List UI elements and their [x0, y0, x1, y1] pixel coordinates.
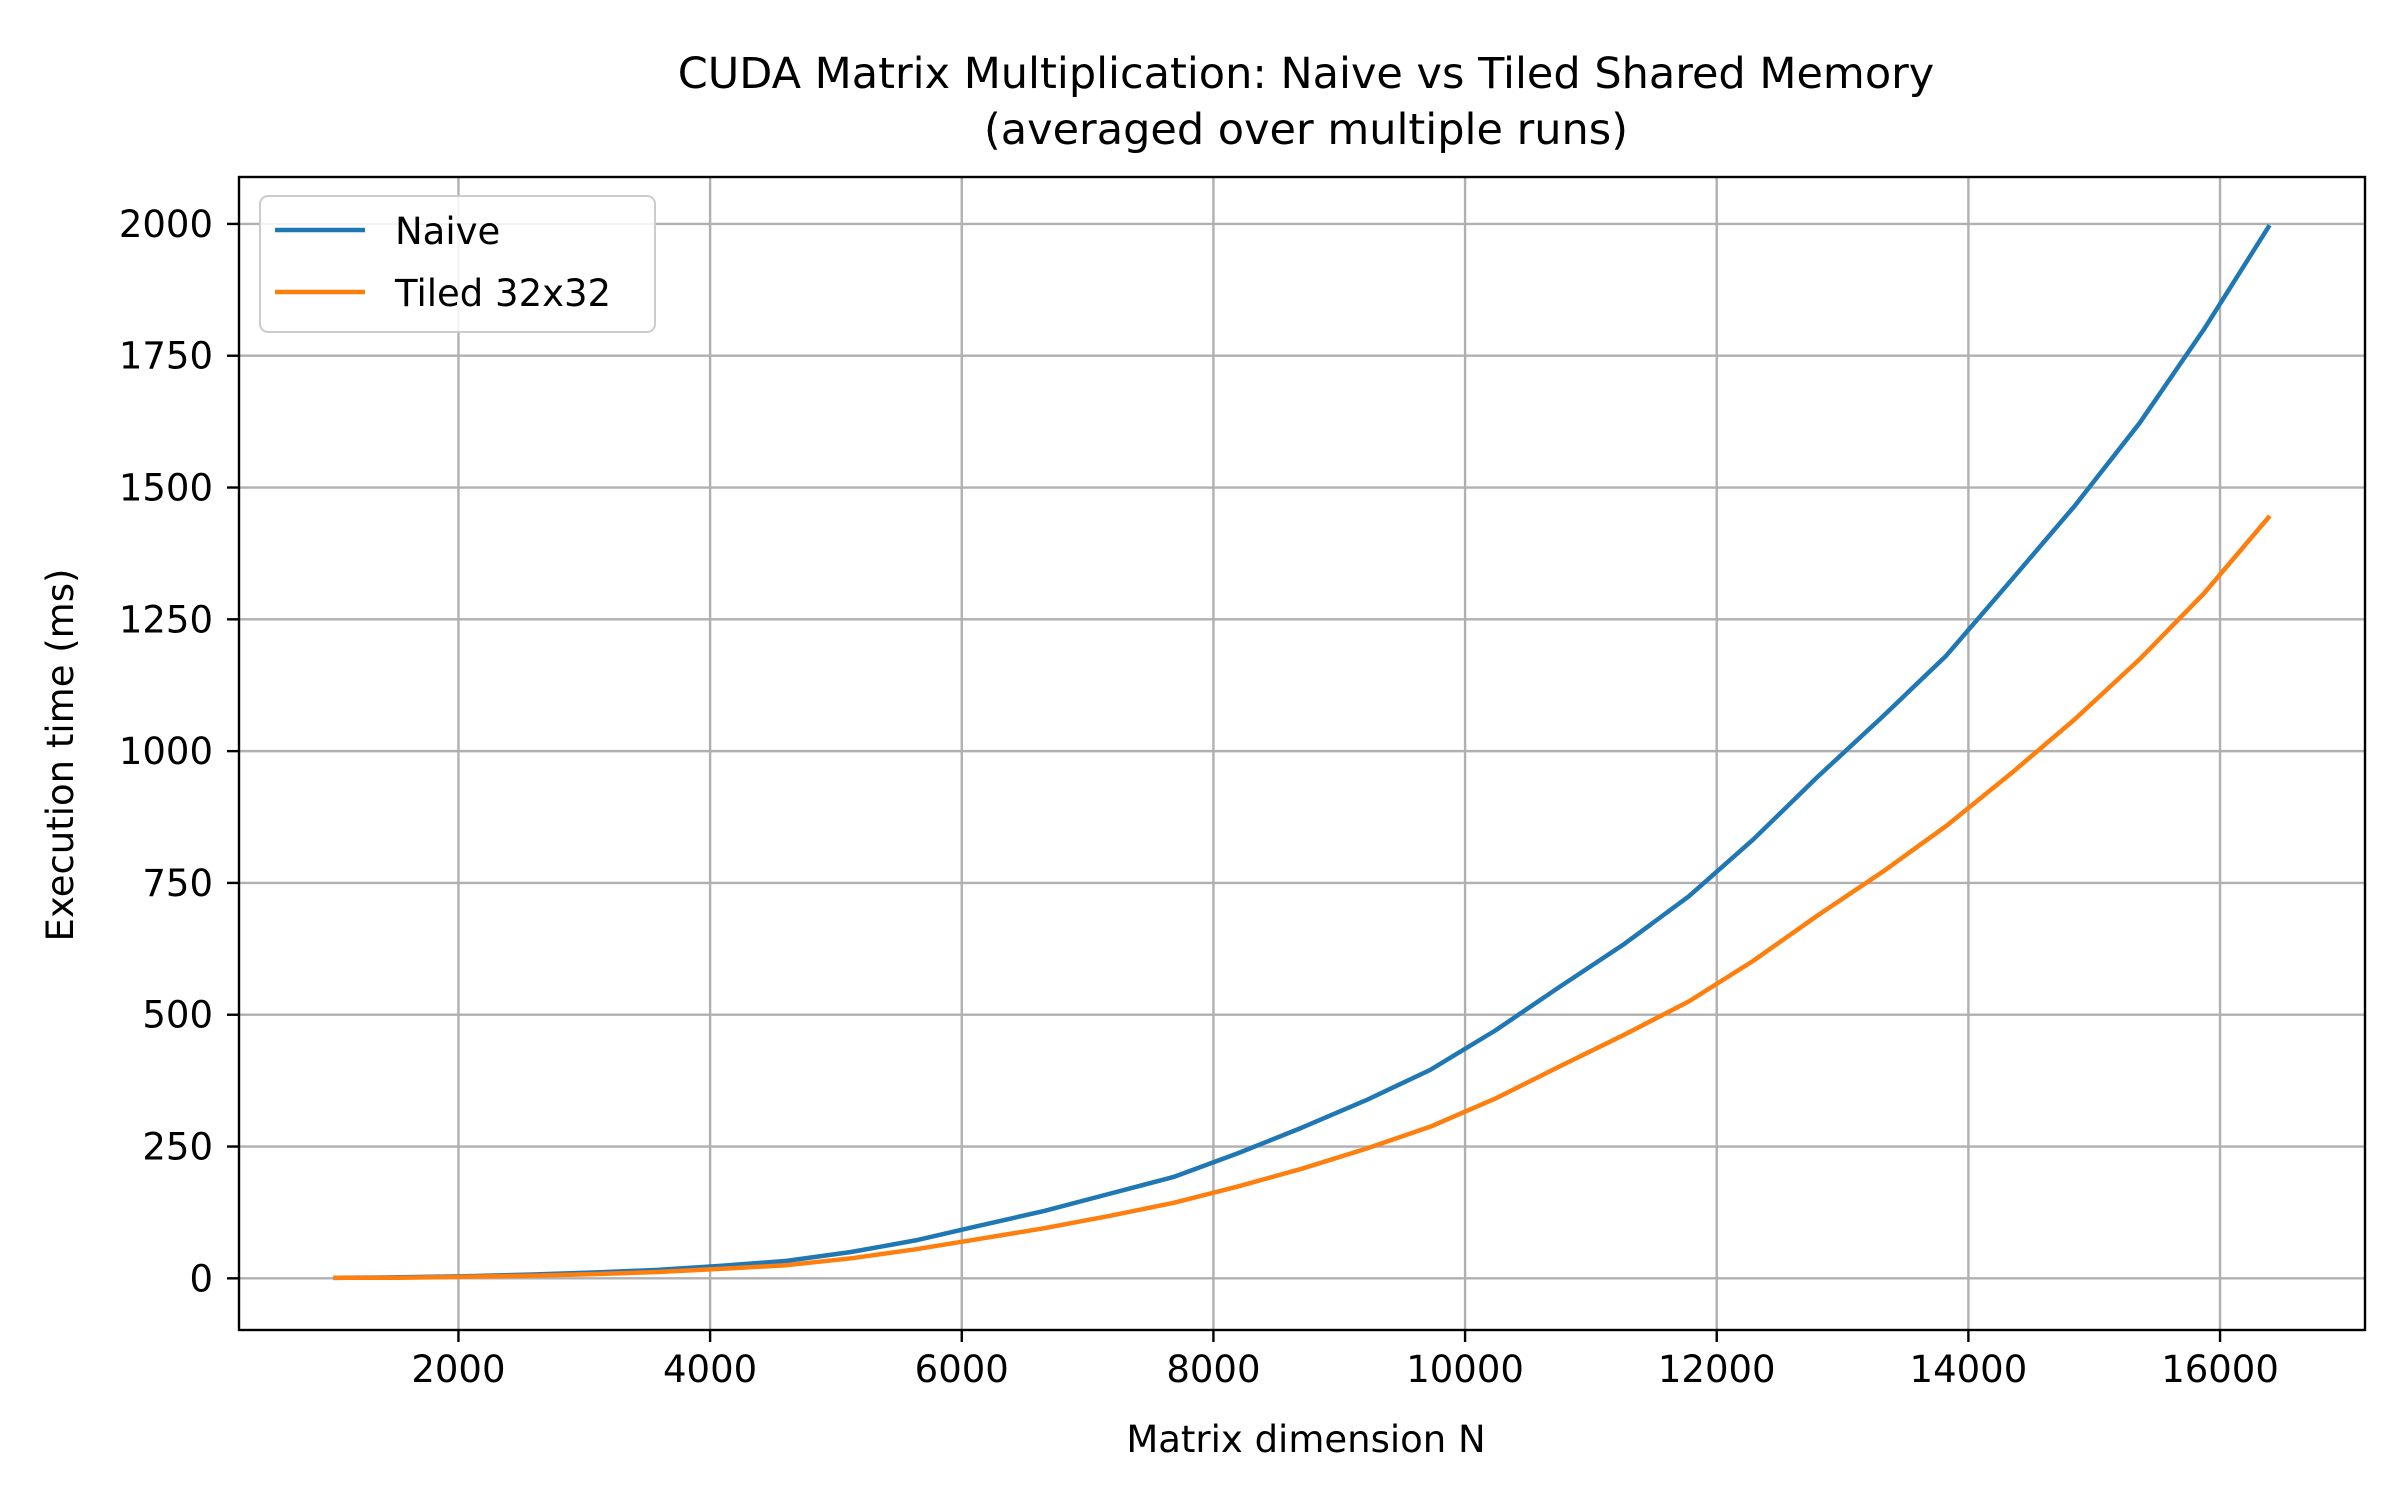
x-axis-label: Matrix dimension N [1126, 1418, 1485, 1461]
y-tick-label: 0 [189, 1257, 213, 1300]
legend: Naive Tiled 32x32 [259, 195, 656, 333]
x-tick-label: 16000 [2161, 1348, 2279, 1391]
axes: 2000 4000 6000 8000 10000 12000 14000 16000 0 250… [119, 175, 2367, 1391]
chart-subtitle: (averaged over multiple runs) [984, 105, 1628, 155]
y-tick-label: 500 [142, 994, 213, 1037]
chart-title: CUDA Matrix Multiplication: Naive vs Til… [678, 49, 1935, 99]
y-axis-label: Execution time (ms) [39, 569, 82, 942]
grid-lines [239, 177, 2365, 1330]
x-tick-label: 6000 [915, 1348, 1009, 1391]
y-tick-label: 1250 [119, 598, 213, 641]
y-tick-label: 2000 [119, 203, 213, 246]
series-lines [333, 223, 2272, 1281]
y-tick-label: 750 [142, 862, 213, 905]
x-tick-label: 2000 [411, 1348, 505, 1391]
x-tick-label: 4000 [663, 1348, 757, 1391]
plot-frame [237, 175, 2367, 1332]
x-tick-label: 10000 [1406, 1348, 1524, 1391]
legend-label-naive: Naive [395, 210, 500, 253]
x-tick-label: 8000 [1166, 1348, 1260, 1391]
legend-label-tiled: Tiled 32x32 [394, 272, 611, 315]
x-tick-label: 14000 [1910, 1348, 2028, 1391]
y-tick-label: 1500 [119, 467, 213, 510]
y-tick-label: 1750 [119, 335, 213, 378]
y-tick-label: 1000 [119, 730, 213, 773]
series-line-tiled [333, 514, 2272, 1281]
x-tick-label: 12000 [1658, 1348, 1776, 1391]
y-tick-label: 250 [142, 1126, 213, 1169]
